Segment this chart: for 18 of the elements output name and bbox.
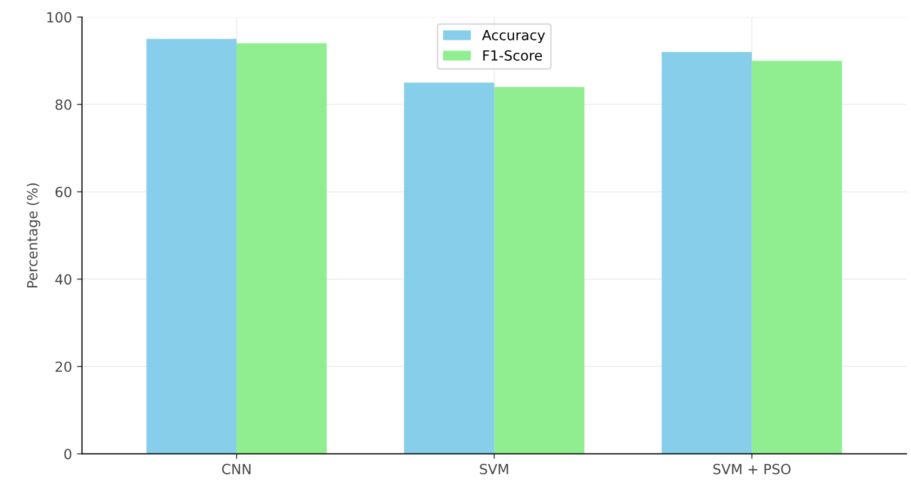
bar bbox=[236, 43, 327, 454]
y-tick-label: 0 bbox=[64, 448, 72, 460]
y-tick-label: 40 bbox=[55, 274, 72, 285]
legend-label: F1-Score bbox=[483, 50, 542, 61]
y-tick-label: 100 bbox=[47, 12, 72, 23]
bar bbox=[662, 52, 752, 454]
bar bbox=[752, 60, 842, 454]
y-axis-title: Percentage (%) bbox=[26, 183, 40, 288]
x-tick-label: CNN bbox=[222, 464, 250, 474]
y-tick-label: 60 bbox=[56, 186, 72, 198]
bar bbox=[404, 82, 494, 454]
y-tick-label: 20 bbox=[56, 361, 72, 372]
y-tick-label: 80 bbox=[56, 99, 72, 110]
x-tick-label: SVM bbox=[480, 464, 508, 474]
x-tick-label: SVM + PSO bbox=[713, 464, 791, 474]
bar bbox=[146, 38, 237, 454]
legend-label: Accuracy bbox=[482, 30, 545, 44]
bar bbox=[494, 86, 584, 454]
